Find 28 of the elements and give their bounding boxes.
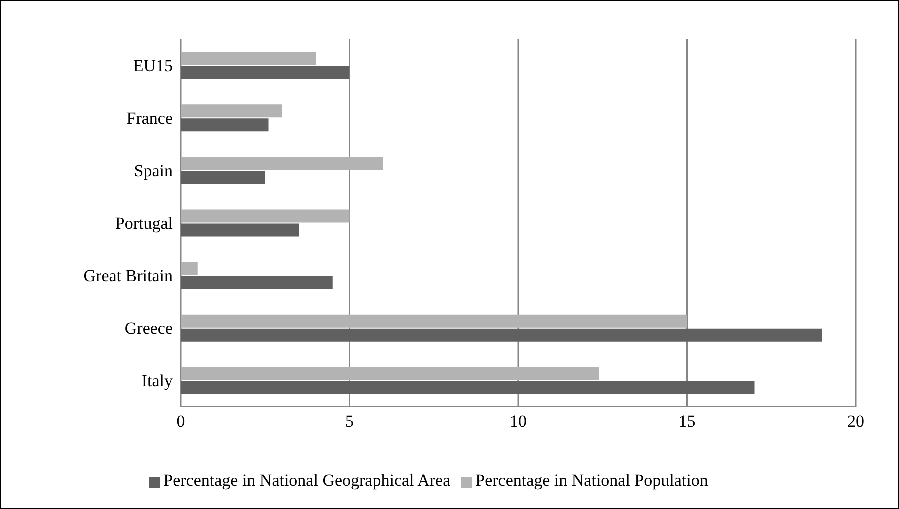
y-tick-label: Greece — [124, 319, 173, 338]
x-tick-label: 5 — [346, 412, 354, 432]
bar — [181, 104, 282, 118]
legend-label: Percentage in National Geographical Area — [164, 471, 451, 490]
y-tick-label: France — [126, 108, 173, 128]
bar — [181, 276, 333, 290]
x-tick-label: 15 — [678, 412, 696, 432]
legend-label: Percentage in National Population — [476, 471, 708, 490]
y-tick-label: Portugal — [115, 214, 174, 234]
bar — [181, 262, 198, 276]
bar — [181, 118, 269, 132]
bar — [181, 171, 266, 184]
bar — [181, 328, 822, 342]
bar — [181, 210, 350, 223]
x-tick-label: 10 — [510, 412, 527, 432]
bar — [181, 157, 384, 170]
y-tick-label: Great Britain — [84, 266, 174, 286]
bar — [181, 52, 316, 65]
x-tick-label: 20 — [848, 412, 864, 432]
bar — [181, 314, 688, 328]
bar — [181, 381, 755, 394]
y-tick-label: Italy — [142, 372, 174, 391]
x-tick-label: 0 — [176, 412, 186, 432]
bar — [181, 224, 300, 237]
bar — [181, 367, 600, 380]
y-tick-label: EU15 — [133, 56, 173, 76]
bar — [181, 66, 350, 79]
y-tick-label: Spain — [134, 161, 174, 180]
